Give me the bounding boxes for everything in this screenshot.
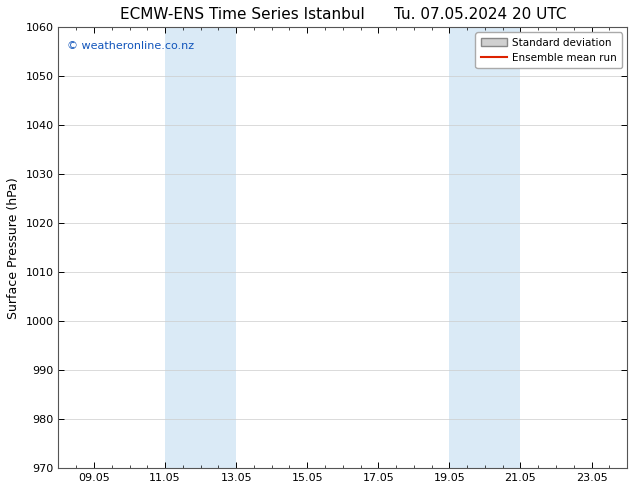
Title: ECMW-ENS Time Series Istanbul      Tu. 07.05.2024 20 UTC: ECMW-ENS Time Series Istanbul Tu. 07.05.…	[120, 7, 566, 22]
Text: © weatheronline.co.nz: © weatheronline.co.nz	[67, 41, 194, 50]
Bar	[450, 27, 521, 468]
Y-axis label: Surface Pressure (hPa): Surface Pressure (hPa)	[7, 177, 20, 318]
Bar	[165, 27, 236, 468]
Legend: Standard deviation, Ensemble mean run: Standard deviation, Ensemble mean run	[476, 32, 622, 68]
